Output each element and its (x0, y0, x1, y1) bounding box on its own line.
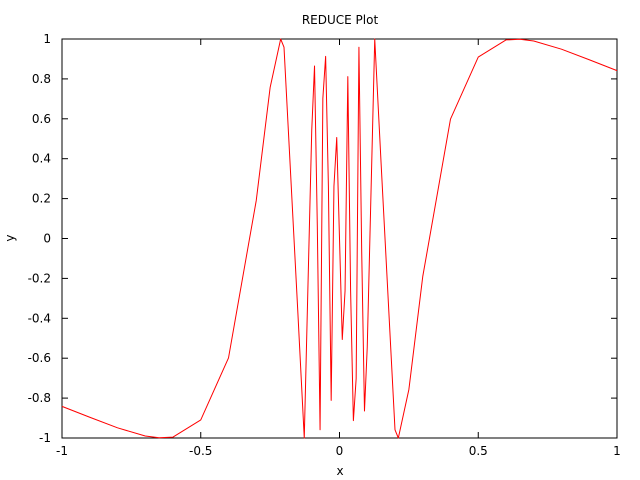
y-tick-label: -0.4 (28, 311, 51, 325)
x-axis: -1 -0.5 0 0.5 1 (56, 39, 621, 458)
y-tick-label: 0 (43, 232, 51, 246)
x-tick-label: -0.5 (189, 444, 212, 458)
x-tick-label: 0 (336, 444, 344, 458)
x-tick-label: -1 (56, 444, 68, 458)
y-tick-label: 0.6 (32, 112, 51, 126)
y-tick-label: 0.8 (32, 72, 51, 86)
y-tick-label: 0.2 (32, 192, 51, 206)
y-tick-label: -0.8 (28, 391, 51, 405)
series-line-0 (61, 38, 618, 439)
chart-title: REDUCE Plot (302, 13, 379, 27)
y-tick-label: -0.2 (28, 271, 51, 285)
x-tick-label: 0.5 (469, 444, 488, 458)
y-axis: -1 -0.8 -0.6 -0.4 -0.2 0 0.2 0.4 0.6 0.8 1 (28, 32, 617, 445)
y-axis-title: y (3, 234, 17, 241)
y-tick-label: -0.6 (28, 351, 51, 365)
series-group (61, 38, 618, 439)
x-tick-label: 1 (613, 444, 621, 458)
y-tick-label: -1 (39, 431, 51, 445)
y-tick-label: 1 (43, 32, 51, 46)
y-tick-label: 0.4 (32, 152, 51, 166)
x-axis-title: x (336, 464, 343, 478)
